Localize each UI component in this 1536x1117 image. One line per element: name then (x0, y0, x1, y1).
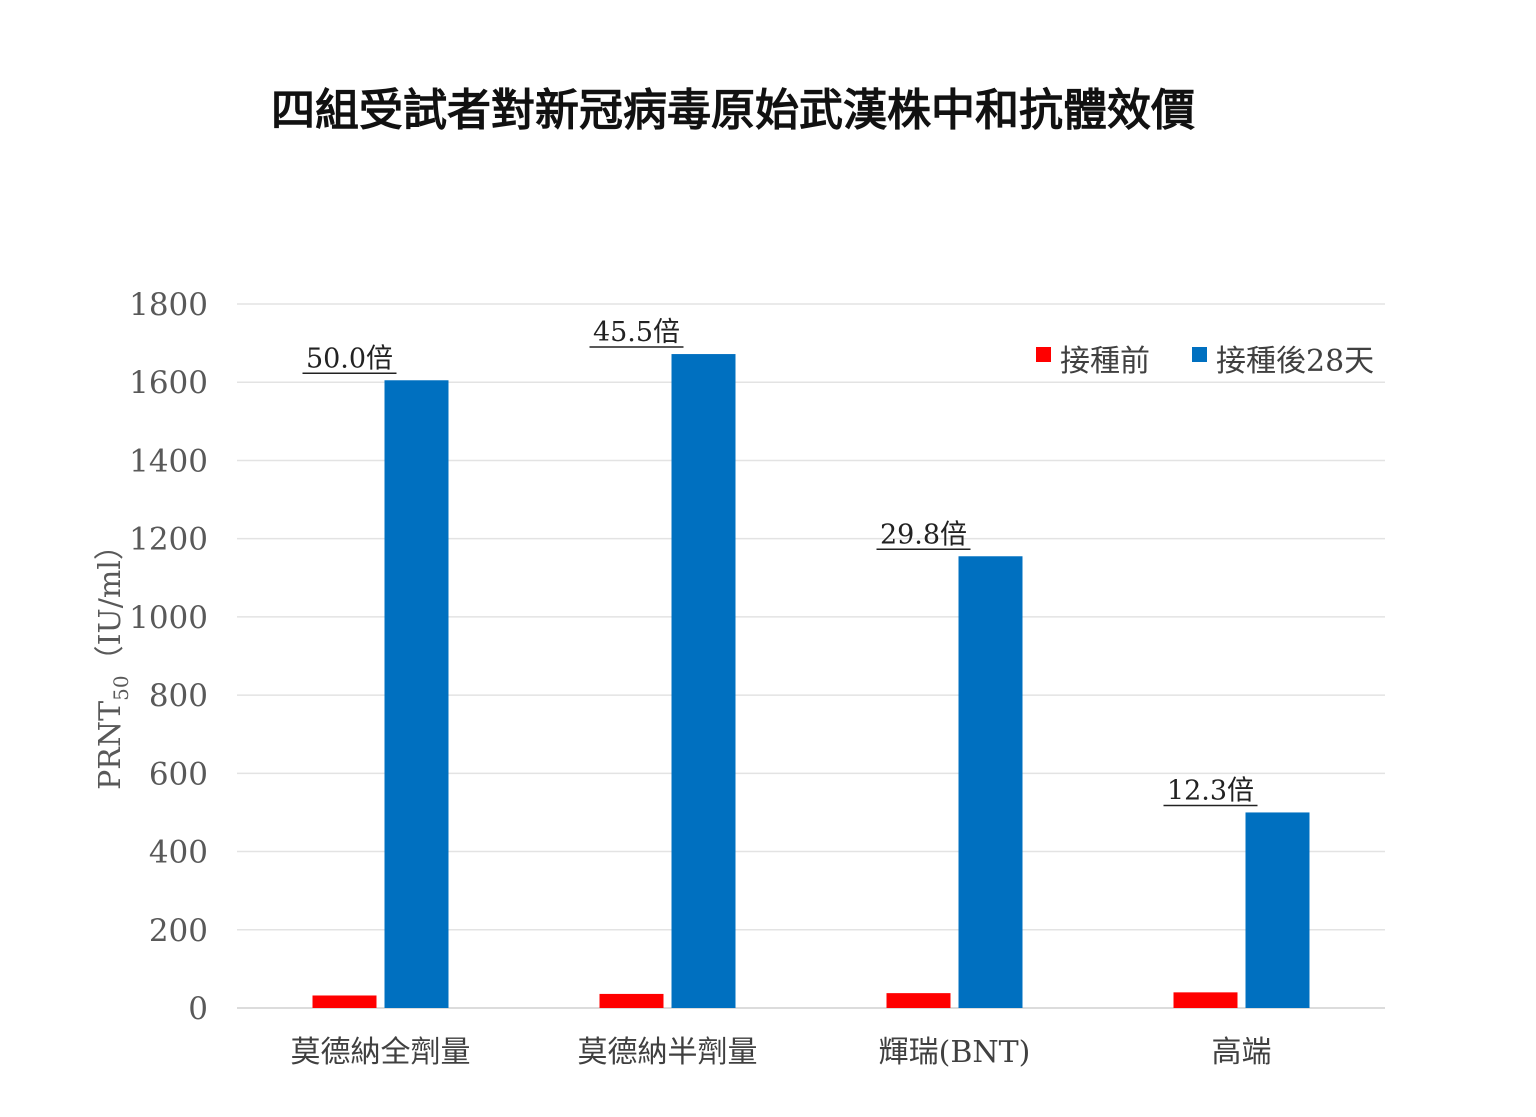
x-category-label: 輝瑞(BNT) (879, 1035, 1031, 1070)
legend-swatch-before (1036, 347, 1051, 362)
fold-change-label: 50.0倍 (306, 343, 393, 374)
bar-before (886, 993, 951, 1008)
bars (312, 354, 1310, 1008)
bar-after-28d (671, 354, 736, 1008)
fold-change-label: 45.5倍 (593, 317, 680, 348)
bar-before (1173, 992, 1238, 1008)
data-annotations: 50.0倍 45.5倍 29.8倍 12.3倍 (302, 317, 1258, 806)
y-tick-label: 1000 (129, 600, 208, 636)
bar-before (312, 995, 377, 1008)
y-tick-label: 1400 (129, 443, 208, 479)
y-tick-label: 600 (149, 756, 208, 792)
x-axis-categories: 莫德納全劑量 莫德納半劑量 輝瑞(BNT) 高端 (291, 1035, 1272, 1070)
legend-label-after: 接種後28天 (1216, 344, 1374, 379)
x-category-label: 高端 (1212, 1035, 1272, 1070)
bar-after-28d (958, 556, 1023, 1008)
y-axis-label: PRNT50（IU/ml） (93, 530, 133, 790)
y-tick-label: 400 (149, 835, 208, 871)
y-axis-label-sub: 50 (109, 675, 133, 700)
legend-swatch-after (1192, 347, 1207, 362)
bar-after-28d (1245, 812, 1310, 1008)
bar-after-28d (384, 380, 449, 1008)
y-tick-label: 0 (188, 991, 208, 1027)
y-tick-label: 1600 (129, 365, 208, 401)
fold-change-label: 29.8倍 (880, 519, 967, 550)
y-axis-ticks: 0 200 400 600 800 1000 1200 1400 1600 1800 (129, 287, 208, 1027)
y-tick-label: 800 (149, 678, 208, 714)
y-axis-label-main: PRNT (93, 701, 128, 790)
x-category-label: 莫德納全劑量 (291, 1035, 471, 1070)
y-tick-label: 1800 (129, 287, 208, 323)
legend: 接種前 接種後28天 (1036, 344, 1374, 379)
y-tick-label: 200 (149, 913, 208, 949)
fold-change-label: 12.3倍 (1167, 775, 1254, 806)
x-category-label: 莫德納半劑量 (578, 1035, 758, 1070)
legend-label-before: 接種前 (1060, 344, 1150, 379)
chart-title: 四組受試者對新冠病毒原始武漢株中和抗體效價 (271, 85, 1195, 136)
y-axis-label-unit: （IU/ml） (93, 530, 128, 675)
y-tick-label: 1200 (129, 522, 208, 558)
bar-before (599, 993, 664, 1008)
